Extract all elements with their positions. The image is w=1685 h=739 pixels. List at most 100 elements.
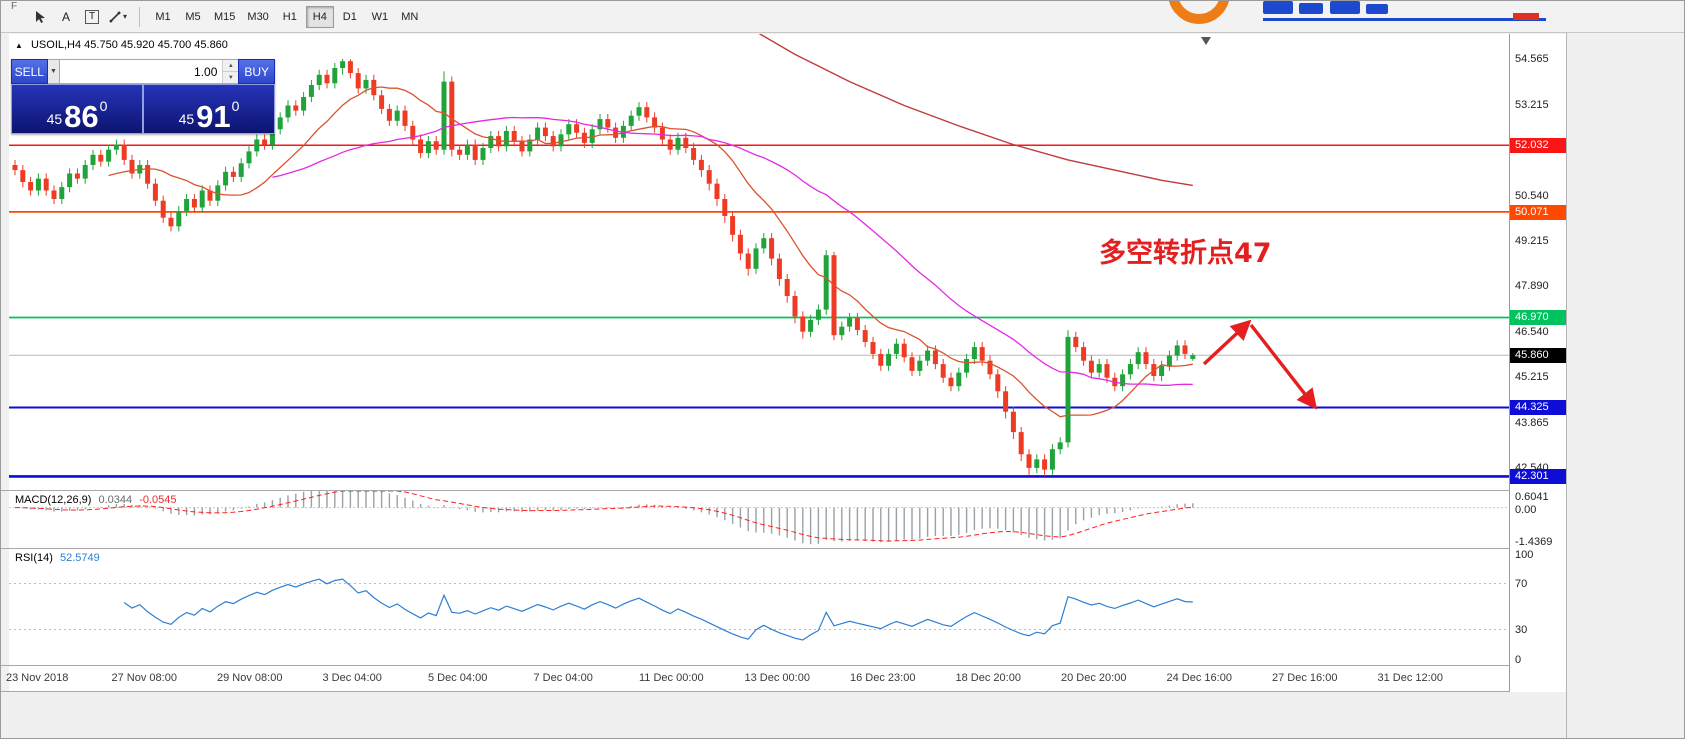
bull-candle (917, 360, 923, 371)
price-level-box: 50.071 (1510, 204, 1566, 220)
bull-candle (90, 154, 96, 165)
cropped-toolbar-glyph: F (11, 1, 18, 12)
time-axis-label: 7 Dec 04:00 (533, 672, 593, 684)
toolbar: F A T ▾ M1 M5 M15 M30 H1 H4 D1 W1 MN (1, 1, 1684, 33)
trendline-icon (109, 10, 121, 23)
price-tick-label: 45.215 (1515, 371, 1549, 384)
bear-candle (12, 165, 18, 171)
rsi-label: RSI(14) (15, 552, 53, 564)
bull-candle (1120, 374, 1126, 387)
panel-divider-macd[interactable] (1, 490, 1566, 491)
main-chart[interactable]: 多空转折点47 (9, 34, 1509, 490)
rsi-tick-label: 30 (1515, 623, 1528, 636)
panel-divider-rsi[interactable] (1, 548, 1566, 549)
bear-candle (698, 159, 704, 171)
bull-candle (1135, 352, 1141, 365)
rsi-tick-label: 0 (1515, 654, 1522, 666)
buy-button[interactable]: BUY (238, 59, 275, 84)
bear-candle (1026, 454, 1032, 468)
bear-candle (870, 342, 876, 354)
bear-candle (230, 171, 236, 177)
bull-candle (238, 163, 244, 177)
bull-candle (815, 309, 821, 320)
macd-signal-value: -0.0545 (139, 494, 177, 506)
timeframe-button-m30[interactable]: M30 (242, 6, 273, 28)
bear-candle (324, 74, 330, 84)
drawing-tools-group: A T ▾ (27, 6, 131, 28)
timeframe-button-w1[interactable]: W1 (366, 6, 394, 28)
buy-price-big: 91 (196, 98, 231, 134)
rsi-panel[interactable] (9, 549, 1509, 664)
timeframe-button-h1[interactable]: H1 (276, 6, 304, 28)
bull-candle (1166, 355, 1172, 366)
ma-mid-line (272, 116, 1193, 386)
bear-candle (1003, 391, 1009, 412)
one-click-controls-row: SELL ▼ ▲ ▼ BUY (11, 59, 275, 84)
bear-candle (355, 73, 361, 89)
sell-price-button[interactable]: 45 86 0 (12, 85, 142, 133)
shapes-tool-button[interactable]: ▾ (105, 6, 131, 28)
bear-candle (831, 255, 837, 336)
sell-price-prefix: 45 (46, 111, 63, 127)
bull-candle (223, 171, 229, 186)
bear-candle (51, 190, 57, 199)
one-click-collapse-icon[interactable]: ▲ (15, 41, 23, 50)
price-axis[interactable]: 54.565 53.215 50.540 49.215 47.890 46.540 45.2… (1510, 34, 1566, 692)
bear-candle (730, 216, 736, 235)
right-strip (1566, 33, 1684, 738)
price-tick-label: 43.865 (1515, 417, 1549, 430)
timeframe-button-h4[interactable]: H4 (305, 5, 334, 28)
ma-fast-line (108, 86, 1193, 418)
bear-candle (347, 61, 353, 74)
timeframe-button-d1[interactable]: D1 (336, 6, 364, 28)
bull-candle (301, 97, 307, 111)
bull-candle (176, 211, 182, 227)
bear-candle (129, 159, 135, 174)
time-axis-label: 3 Dec 04:00 (322, 672, 382, 684)
volume-input[interactable] (60, 60, 223, 83)
bear-candle (792, 296, 798, 317)
rsi-value: 52.5749 (59, 552, 100, 564)
bull-candle (753, 248, 759, 269)
bull-candle (589, 129, 595, 143)
price-level-box: 42.301 (1510, 469, 1566, 485)
macd-panel[interactable] (9, 491, 1509, 547)
buy-price-button[interactable]: 45 91 0 (144, 85, 274, 133)
bear-candle (262, 139, 268, 145)
bear-candle (1010, 411, 1016, 433)
bull-candle (215, 185, 221, 201)
volume-input-wrap: ▲ ▼ (60, 59, 239, 84)
timeframe-button-m15[interactable]: M15 (209, 6, 240, 28)
time-axis-label: 13 Dec 00:00 (744, 672, 810, 684)
label-tool-button[interactable]: T (79, 6, 105, 28)
sell-price-big: 86 (64, 98, 99, 134)
bear-candle (1081, 347, 1087, 361)
cursor-tool-button[interactable] (27, 6, 53, 28)
timeframe-button-m1[interactable]: M1 (149, 6, 177, 28)
timeframe-button-m5[interactable]: M5 (179, 6, 207, 28)
bear-candle (1073, 336, 1079, 348)
bear-candle (652, 117, 658, 128)
text-tool-button[interactable]: A (53, 6, 79, 28)
volume-decrease-button[interactable]: ▼ (223, 72, 239, 83)
bull-candle (636, 107, 642, 116)
volume-dropdown-button[interactable]: ▼ (47, 59, 61, 84)
bull-candle (1057, 442, 1063, 450)
bull-candle (332, 68, 338, 84)
time-axis-label: 16 Dec 23:00 (850, 672, 916, 684)
bear-candle (940, 364, 946, 378)
bull-candle (956, 372, 962, 387)
time-axis[interactable]: 23 Nov 2018 27 Nov 08:00 29 Nov 08:00 3 Dec… (1, 666, 1566, 691)
bear-candle (1143, 352, 1149, 365)
bull-candle (480, 148, 486, 160)
bull-candle (675, 137, 681, 150)
bear-candle (714, 183, 720, 199)
sell-button[interactable]: SELL (11, 59, 48, 84)
bull-candle (1096, 364, 1102, 373)
volume-increase-button[interactable]: ▲ (223, 60, 239, 72)
buy-price-sup: 0 (231, 98, 240, 114)
bear-candle (1042, 459, 1048, 470)
timeframe-button-mn[interactable]: MN (396, 6, 424, 28)
bull-candle (1174, 345, 1180, 356)
